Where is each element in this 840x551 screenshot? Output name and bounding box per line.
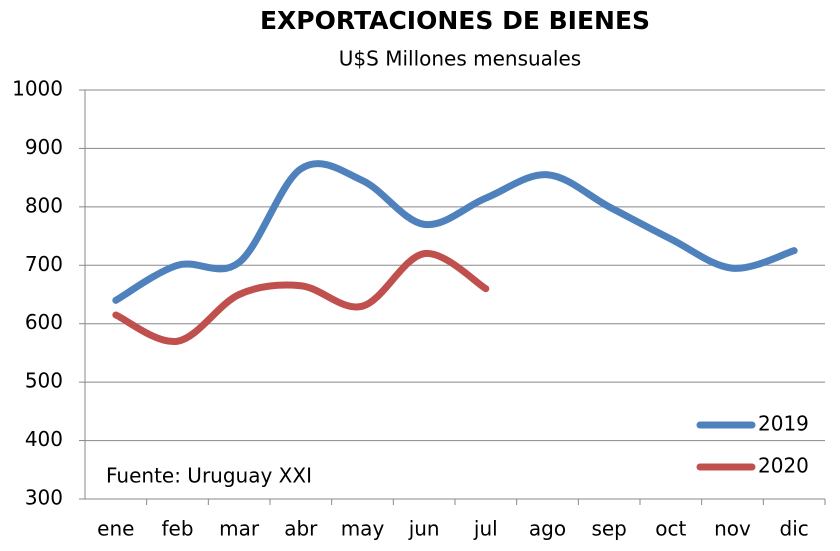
y-tick-label: 400: [25, 427, 63, 451]
y-tick-label: 700: [25, 252, 63, 276]
annotation: Fuente: Uruguay XXI: [106, 464, 312, 488]
x-tick-label: dic: [780, 517, 809, 541]
x-tick-label: feb: [161, 517, 193, 541]
series-line: [112, 250, 490, 345]
x-tick-label: ene: [97, 517, 134, 541]
x-tick-label: sep: [591, 517, 626, 541]
x-tick-label: ago: [529, 517, 566, 541]
y-tick-label: 300: [25, 486, 63, 510]
y-tick-label: 500: [25, 369, 63, 393]
y-tick-label: 900: [25, 135, 63, 159]
x-tick-label: abr: [284, 517, 318, 541]
x-tick-label: mar: [219, 517, 260, 541]
x-tick-label: oct: [655, 517, 686, 541]
x-tick-label: jun: [408, 517, 440, 541]
chart-subtitle: U$S Millones mensuales: [339, 47, 581, 71]
x-tick-label: may: [341, 517, 385, 541]
x-tick-label: jul: [473, 517, 498, 541]
y-tick-label: 1000: [12, 77, 63, 101]
y-tick-label: 600: [25, 310, 63, 334]
chart-title: EXPORTACIONES DE BIENES: [260, 6, 650, 35]
legend-label: 2019: [758, 412, 809, 436]
y-tick-label: 800: [25, 193, 63, 217]
series-line: [112, 160, 798, 304]
legend-label: 2020: [758, 454, 809, 478]
x-tick-label: nov: [714, 517, 751, 541]
